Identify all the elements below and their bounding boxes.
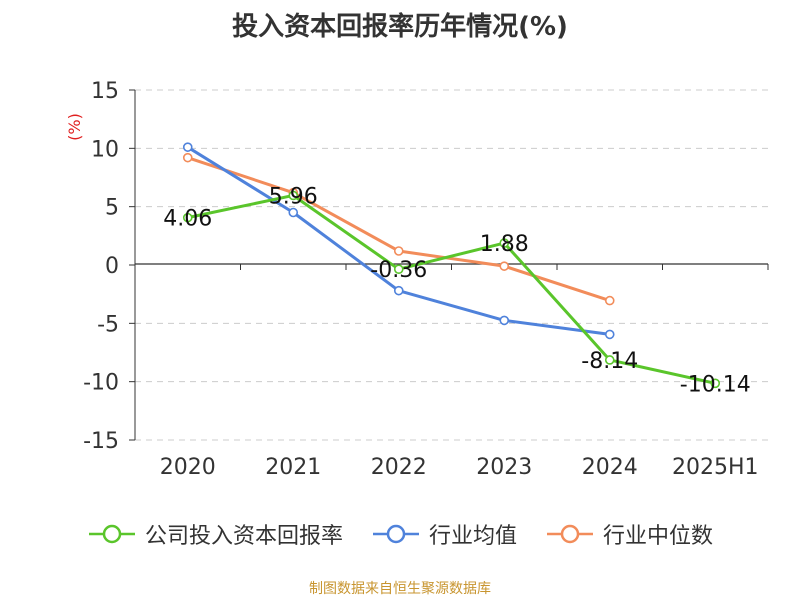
x-tick-label: 2024: [582, 455, 638, 480]
y-axis-label: (%): [65, 113, 84, 141]
x-tick-label: 2020: [160, 455, 216, 480]
legend-label: 行业中位数: [603, 524, 714, 549]
data-label: -10.14: [680, 372, 751, 397]
legend-item-industry-median[interactable]: 行业中位数: [545, 518, 713, 550]
source-note: 制图数据来自恒生聚源数据库: [309, 581, 491, 597]
data-label: -0.36: [370, 258, 427, 283]
data-point: [288, 190, 299, 201]
data-point: [710, 378, 721, 389]
legend-label: 公司投入资本回报率: [144, 524, 343, 549]
data-label: 1.88: [480, 232, 529, 257]
axis-layer: 15 10 5 0 -5 -10 -15 2020 2021 2022 2023 2024 2025H1…: [65, 79, 769, 480]
chart-title: 投入资本回报率历年情况(%): [232, 12, 568, 42]
data-point: [393, 285, 404, 296]
data-point: [182, 212, 193, 223]
y-tick-label: -5: [97, 312, 119, 337]
data-point: [604, 355, 615, 365]
y-tick-label: 10: [91, 137, 119, 162]
y-tick-label: -10: [83, 371, 119, 396]
x-tick-label: 2025H1: [672, 455, 759, 480]
data-label: -8.14: [581, 349, 638, 374]
series-line: [187, 193, 716, 385]
legend-label: 行业均值: [428, 524, 517, 549]
data-label-layer: 4.06 5.96 -0.36 1.88 -8.14 -10.14: [163, 184, 750, 397]
data-point: [499, 261, 510, 271]
x-tick-label: 2023: [476, 455, 532, 480]
series-layer: [182, 142, 721, 389]
legend-line-marker-icon: [547, 524, 593, 544]
data-point: [499, 315, 510, 326]
x-tick-label: 2022: [371, 455, 427, 480]
y-tick-label: 0: [105, 254, 119, 279]
legend-line-marker-icon: [88, 524, 135, 544]
data-point: [182, 142, 193, 152]
data-point: [393, 246, 404, 256]
data-point: [604, 295, 615, 306]
data-label: 4.06: [163, 207, 212, 232]
y-tick-label: 15: [91, 79, 119, 104]
data-point: [604, 329, 615, 340]
legend-item-company[interactable]: 公司投入资本回报率: [87, 518, 343, 550]
data-point: [393, 264, 404, 275]
x-tick-label: 2021: [265, 455, 321, 480]
data-label: 5.96: [269, 184, 318, 209]
legend-line-marker-icon: [372, 524, 419, 544]
data-point: [288, 207, 299, 218]
data-point: [499, 238, 510, 248]
legend: 公司投入资本回报率 行业均值 行业中位数: [0, 518, 800, 550]
series-line: [186, 145, 610, 336]
legend-item-industry-average[interactable]: 行业均值: [371, 518, 517, 550]
data-point: [182, 152, 193, 163]
y-tick-label: -15: [83, 429, 119, 454]
y-tick-label: 5: [105, 196, 119, 221]
